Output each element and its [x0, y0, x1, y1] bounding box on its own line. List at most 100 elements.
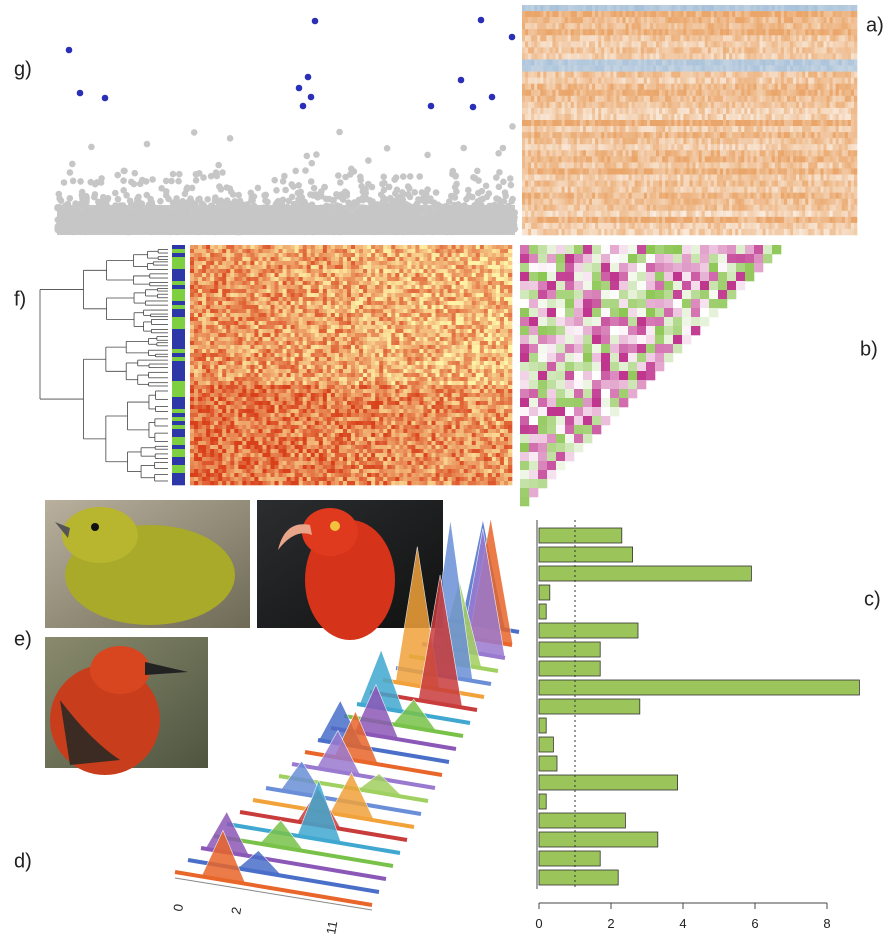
heat-cell — [784, 5, 787, 11]
snp-point — [426, 207, 433, 214]
heat-cell — [650, 35, 653, 41]
snp-point — [500, 145, 507, 152]
snp-point — [507, 175, 514, 182]
heat-cell — [662, 144, 665, 150]
heat-cell — [680, 17, 683, 23]
heat-cell — [552, 78, 555, 84]
snp-point — [193, 177, 200, 184]
heat-cell — [787, 96, 790, 102]
heat-cell — [802, 108, 805, 114]
heat-cell — [702, 138, 705, 144]
heat-cell — [763, 5, 766, 11]
heat-cell — [747, 144, 750, 150]
heat-cell — [769, 17, 772, 23]
heat-cell — [723, 96, 726, 102]
heat-cell — [629, 120, 632, 126]
heat-cell — [760, 108, 763, 114]
heat-cell — [781, 11, 784, 17]
heat-cell — [714, 108, 717, 114]
heat-cell — [790, 120, 793, 126]
heat-cell — [671, 120, 674, 126]
heat-cell — [589, 150, 592, 156]
heat-cell — [796, 84, 799, 90]
heat-cell — [616, 90, 619, 96]
heat-cell — [680, 90, 683, 96]
heat-cell — [522, 23, 525, 29]
heat-cell — [757, 35, 760, 41]
heat-cell — [711, 5, 714, 11]
heat-cell — [601, 53, 604, 59]
heat-cell — [549, 126, 552, 132]
heat-cell — [699, 5, 702, 11]
snp-point — [393, 174, 400, 181]
heat-cell — [720, 35, 723, 41]
heat-cell — [635, 108, 638, 114]
heat-cell — [814, 72, 817, 78]
heat-cell — [671, 150, 674, 156]
heat-cell — [781, 23, 784, 29]
heat-cell — [556, 96, 559, 102]
heat-cell — [531, 78, 534, 84]
heat-cell — [753, 5, 756, 11]
heat-cell — [766, 132, 769, 138]
heat-cell — [571, 47, 574, 53]
heat-cell — [726, 102, 729, 108]
heat-cell — [741, 23, 744, 29]
heat-cell — [750, 126, 753, 132]
heat-cell — [808, 150, 811, 156]
heat-cell — [635, 35, 638, 41]
heat-cell — [735, 11, 738, 17]
heat-cell — [607, 120, 610, 126]
heat-cell — [543, 108, 546, 114]
heat-cell — [690, 120, 693, 126]
heat-cell — [671, 5, 674, 11]
heat-cell — [680, 144, 683, 150]
heat-cell — [641, 144, 644, 150]
heat-cell — [708, 150, 711, 156]
heat-cell — [747, 66, 750, 72]
heat-cell — [723, 84, 726, 90]
heat-cell — [830, 96, 833, 102]
heat-cell — [534, 72, 537, 78]
heat-cell — [607, 114, 610, 120]
heat-cell — [556, 108, 559, 114]
heat-cell — [820, 29, 823, 35]
heat-cell — [744, 114, 747, 120]
heat-cell — [604, 108, 607, 114]
heat-cell — [696, 150, 699, 156]
heat-cell — [757, 84, 760, 90]
heat-cell — [787, 59, 790, 65]
heat-cell — [784, 47, 787, 53]
heat-cell — [543, 96, 546, 102]
heat-cell — [805, 35, 808, 41]
heat-cell — [833, 132, 836, 138]
heat-cell — [763, 90, 766, 96]
heat-cell — [522, 35, 525, 41]
snp-point — [209, 225, 216, 232]
heat-cell — [632, 138, 635, 144]
heat-cell — [720, 17, 723, 23]
heat-cell — [668, 47, 671, 53]
heat-cell — [665, 23, 668, 29]
heat-cell — [650, 5, 653, 11]
heat-cell — [525, 35, 528, 41]
heat-cell — [613, 138, 616, 144]
heat-cell — [817, 5, 820, 11]
heat-cell — [562, 17, 565, 23]
heat-cell — [653, 53, 656, 59]
heat-cell — [556, 156, 559, 162]
heat-cell — [750, 35, 753, 41]
heat-cell — [574, 150, 577, 156]
heat-cell — [586, 120, 589, 126]
heat-cell — [552, 156, 555, 162]
heat-cell — [839, 120, 842, 126]
heat-cell — [571, 156, 574, 162]
heat-cell — [650, 132, 653, 138]
heat-cell — [775, 96, 778, 102]
heat-cell — [732, 150, 735, 156]
heat-cell — [830, 29, 833, 35]
heat-cell — [817, 29, 820, 35]
heat-cell — [607, 47, 610, 53]
heat-cell — [680, 41, 683, 47]
heat-cell — [799, 132, 802, 138]
